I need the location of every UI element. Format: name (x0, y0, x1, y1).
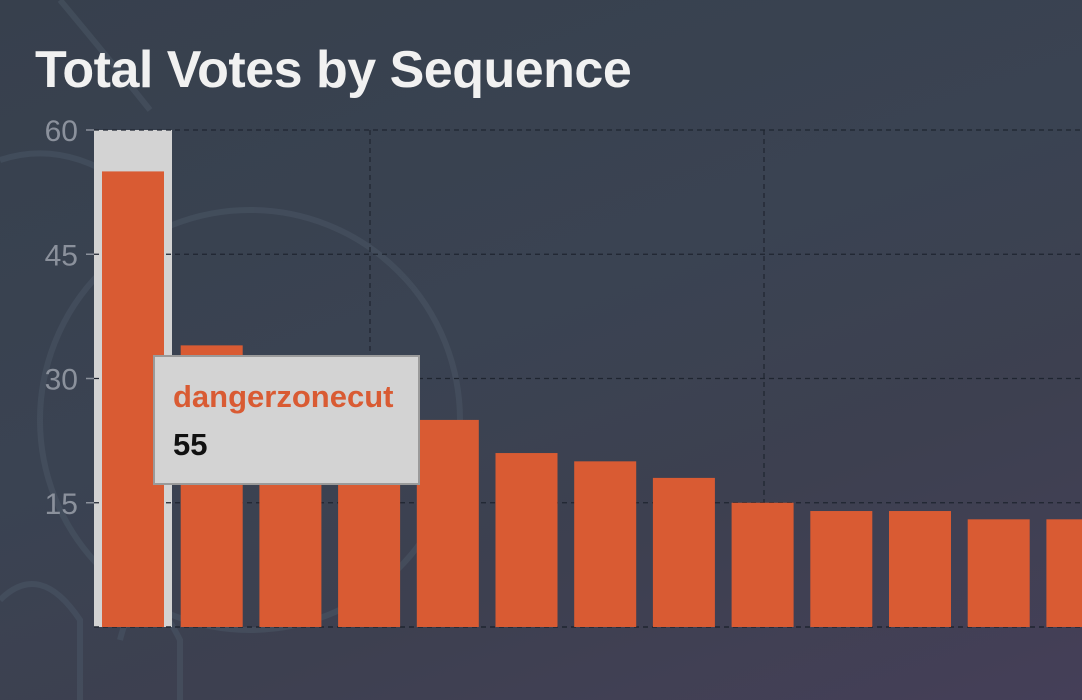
bar-7 (652, 477, 715, 627)
bar-5 (495, 453, 558, 627)
tooltip-value: 55 (173, 427, 208, 462)
bar-9 (810, 511, 873, 627)
y-tick-label-60: 60 (45, 115, 78, 148)
y-tick-label-45: 45 (45, 239, 78, 272)
chart-tooltip: dangerzonecut 55 (153, 355, 420, 485)
bar-11 (967, 519, 1030, 627)
bar-6 (574, 461, 637, 627)
bar-12 (1046, 519, 1082, 627)
y-tick-label-30: 30 (45, 364, 78, 397)
tooltip-name: dangerzonecut (173, 379, 394, 414)
bar-10 (889, 511, 951, 627)
bar-4 (416, 419, 479, 627)
chart-title: Total Votes by Sequence (35, 41, 632, 99)
y-tick-label-15: 15 (45, 488, 78, 521)
bar-8 (731, 502, 794, 627)
